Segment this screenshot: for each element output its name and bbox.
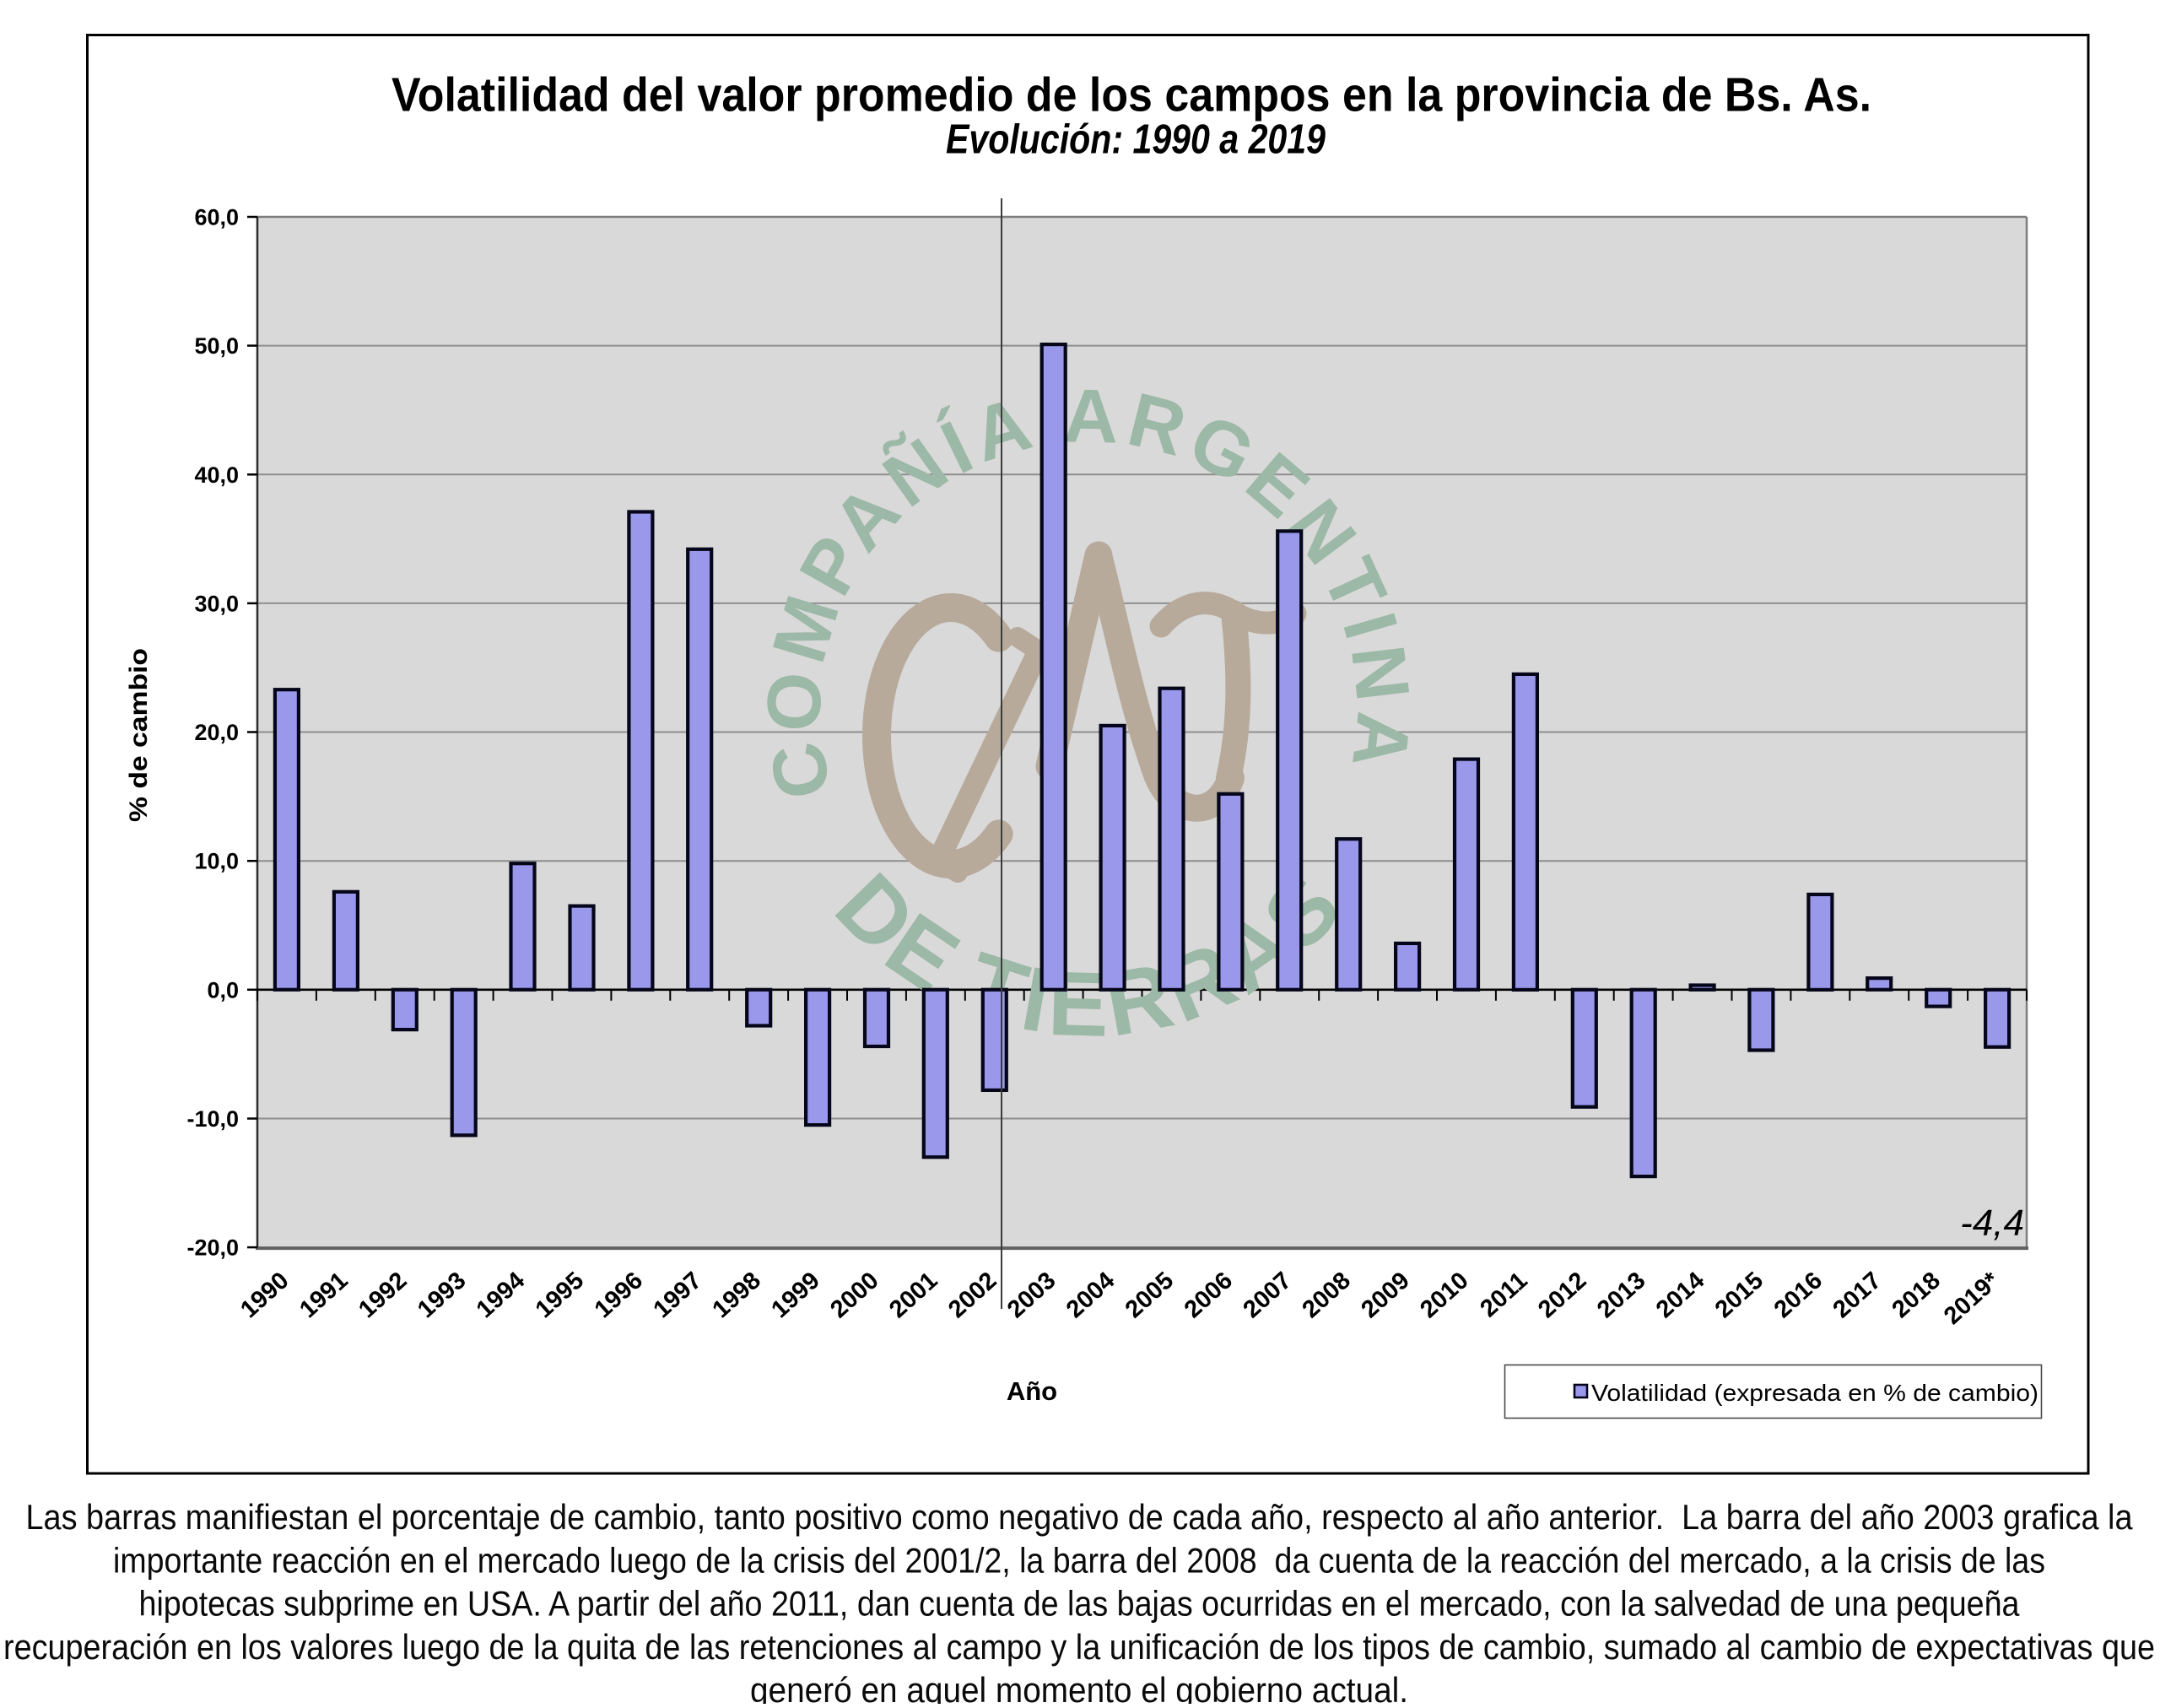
svg-text:Evolución: 1990 a 2019: Evolución: 1990 a 2019 (946, 117, 1326, 163)
svg-text:10,0: 10,0 (194, 849, 239, 874)
svg-text:Año: Año (1007, 1376, 1057, 1406)
svg-text:20,0: 20,0 (194, 720, 239, 745)
svg-text:Volatilidad (expresada en % de: Volatilidad (expresada en % de cambio) (1591, 1380, 2038, 1406)
svg-text:generó en aquel momento el gob: generó en aquel momento el gobierno actu… (750, 1670, 1408, 1704)
svg-text:-10,0: -10,0 (186, 1106, 239, 1132)
svg-text:0,0: 0,0 (207, 977, 239, 1003)
svg-text:importante reacción en el merc: importante reacción en el mercado luego … (113, 1540, 2045, 1580)
svg-text:Las barras manifiestan el porc: Las barras manifiestan el porcentaje de … (26, 1497, 2134, 1537)
svg-text:50,0: 50,0 (194, 333, 239, 359)
svg-text:% de cambio: % de cambio (125, 648, 153, 822)
svg-text:Volatilidad del valor promedio: Volatilidad del valor promedio de los ca… (392, 68, 1871, 122)
svg-text:recuperación en los valores lu: recuperación en los valores luego de la … (3, 1627, 2155, 1667)
svg-text:-20,0: -20,0 (186, 1235, 239, 1261)
svg-text:60,0: 60,0 (194, 205, 239, 230)
svg-text:40,0: 40,0 (194, 462, 239, 488)
svg-text:-4,4: -4,4 (1960, 1203, 2024, 1244)
svg-text:30,0: 30,0 (194, 591, 239, 616)
svg-text:hipotecas subprime en USA. A p: hipotecas subprime en USA. A partir del … (139, 1584, 2021, 1624)
